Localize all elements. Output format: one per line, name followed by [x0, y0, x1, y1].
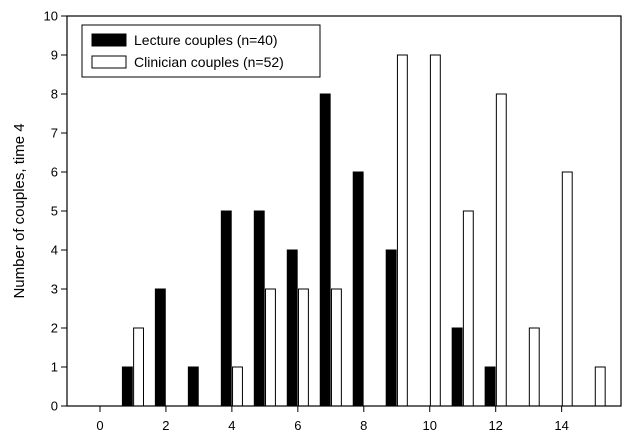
x-tick-label: 6: [294, 418, 301, 433]
bar-lecture: [253, 210, 265, 407]
bar-clinician: [528, 327, 540, 407]
bar-clinician: [396, 54, 408, 407]
bar-lecture: [451, 327, 463, 407]
bar-lecture: [187, 366, 199, 407]
legend-swatch-clinician: [91, 55, 127, 69]
bar-lecture: [352, 171, 364, 407]
bars: [121, 54, 606, 407]
bar-lecture: [121, 366, 133, 407]
bar-clinician: [561, 171, 573, 407]
bar-lecture: [319, 93, 331, 407]
y-tick-label: 0: [51, 399, 58, 414]
x-axis-ticks: 0 2 4 6 8 10 12 14: [96, 406, 569, 433]
y-tick-label: 6: [51, 165, 58, 180]
y-tick-label: 3: [51, 282, 58, 297]
bar-clinician: [330, 288, 342, 407]
y-tick-label: 9: [51, 48, 58, 63]
bar-lecture: [385, 249, 397, 407]
y-tick-label: 2: [51, 321, 58, 336]
bar-lecture: [220, 210, 232, 407]
y-tick-label: 7: [51, 126, 58, 141]
y-axis-ticks: 0 1 2 3 4 5 6 7 8 9 10: [44, 9, 67, 414]
legend-swatch-lecture: [91, 33, 127, 47]
x-tick-label: 10: [423, 418, 437, 433]
x-tick-label: 14: [554, 418, 568, 433]
y-axis-title: Number of couples, time 4: [11, 123, 28, 298]
bar-lecture: [286, 249, 298, 407]
bar-clinician: [429, 54, 441, 407]
bar-lecture: [484, 366, 496, 407]
bar-clinician: [133, 327, 145, 407]
bar-clinician: [462, 210, 474, 407]
legend: Lecture couples (n=40) Clinician couples…: [81, 24, 321, 78]
x-tick-label: 2: [162, 418, 169, 433]
x-tick-label: 0: [96, 418, 103, 433]
y-tick-label: 10: [44, 9, 58, 24]
y-tick-label: 4: [51, 243, 58, 258]
y-tick-label: 5: [51, 204, 58, 219]
bar-clinician: [232, 366, 243, 407]
legend-label-clinician: Clinician couples (n=52): [134, 54, 284, 70]
bar-clinician: [265, 288, 276, 407]
y-tick-label: 1: [51, 360, 58, 375]
bar-clinician: [297, 288, 309, 407]
y-tick-label: 8: [51, 87, 58, 102]
x-tick-label: 4: [228, 418, 235, 433]
legend-label-lecture: Lecture couples (n=40): [134, 32, 278, 48]
x-tick-label: 8: [360, 418, 367, 433]
bar-clinician: [495, 93, 507, 407]
plot-frame: [66, 15, 622, 407]
bar-clinician: [594, 366, 606, 407]
x-tick-label: 12: [488, 418, 502, 433]
bar-lecture: [154, 288, 166, 407]
